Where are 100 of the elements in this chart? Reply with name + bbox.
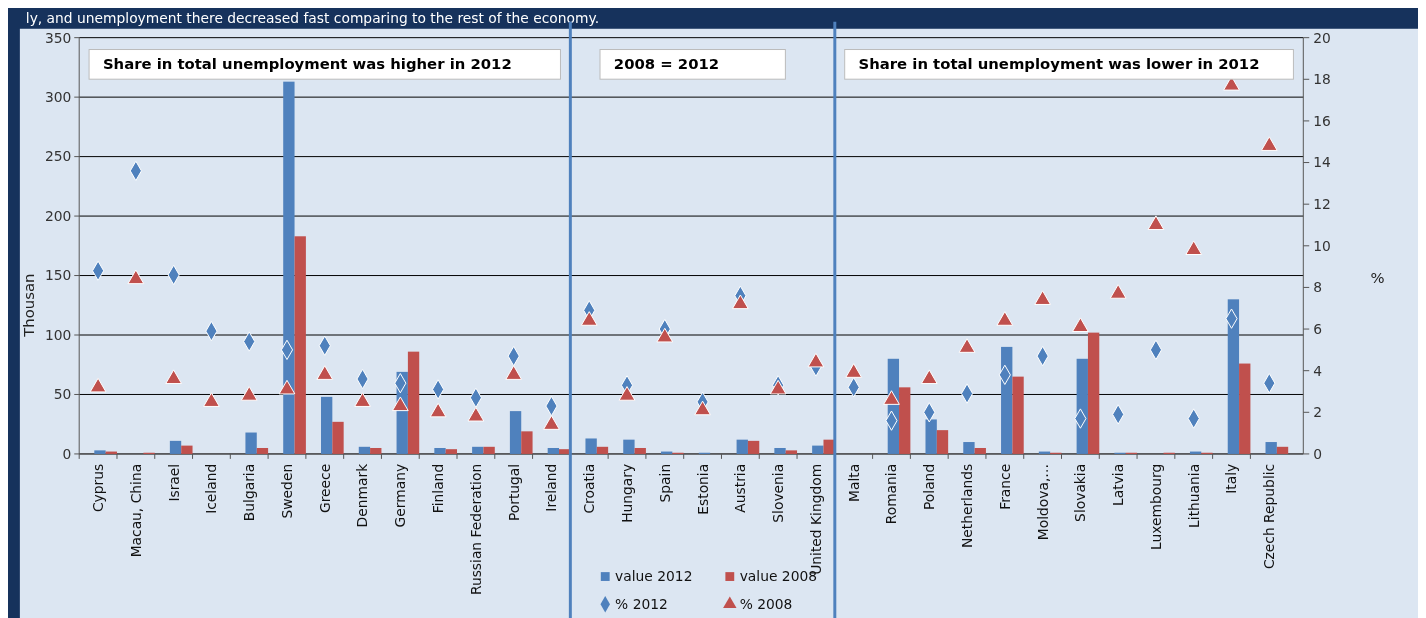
x-tick-label: Latvia <box>1110 463 1127 506</box>
legend-label: % 2012 <box>615 596 668 613</box>
bar <box>332 421 344 454</box>
bar <box>94 450 106 454</box>
bar <box>547 447 560 454</box>
bar <box>245 432 257 454</box>
x-tick-label: Russian Federation <box>467 463 484 596</box>
y2-tick-label: 10 <box>1313 237 1331 254</box>
point <box>354 392 371 407</box>
x-tick-label: Hungary <box>618 463 635 523</box>
point <box>883 390 900 405</box>
point <box>278 379 296 395</box>
bar <box>747 440 760 454</box>
y-axis-title: Thousan <box>19 273 37 338</box>
bar <box>320 396 333 454</box>
y2-tick-label: 12 <box>1313 196 1331 213</box>
bar <box>736 439 748 454</box>
x-tick-label: Israel <box>165 463 182 502</box>
point <box>467 406 485 422</box>
y-tick-label: 0 <box>62 445 72 462</box>
point <box>996 311 1014 326</box>
x-tick-label: Estonia <box>694 463 711 515</box>
bar <box>1276 446 1289 454</box>
y2-tick-label: 6 <box>1313 320 1322 337</box>
bar <box>1227 299 1240 454</box>
bar <box>785 450 798 454</box>
point <box>694 400 711 416</box>
annotation: 2008 = 2012 <box>613 55 720 73</box>
bar <box>370 447 382 454</box>
point <box>769 379 787 395</box>
bar <box>585 438 597 454</box>
x-tick-label: Denmark <box>354 463 371 528</box>
x-tick-label: Cyprus <box>90 463 107 513</box>
bar <box>181 445 193 454</box>
x-tick-label: Moldova,… <box>1034 463 1051 541</box>
point <box>240 386 258 401</box>
bar <box>169 440 182 454</box>
bar <box>623 439 635 454</box>
annotation: Share in total unemployment was lower in 2012 <box>858 55 1260 73</box>
bar <box>1239 363 1251 454</box>
legend-label: value 2012 <box>615 568 693 585</box>
x-tick-label: Finland <box>430 463 447 514</box>
y2-axis-title: % <box>1370 268 1385 286</box>
point <box>580 311 598 326</box>
y2-tick-label: 8 <box>1313 279 1322 296</box>
y-tick-label: 100 <box>44 326 72 343</box>
x-tick-label: Bulgaria <box>241 463 258 522</box>
y2-tick-label: 18 <box>1313 71 1331 88</box>
bar <box>974 447 986 454</box>
x-tick-label: Slovenia <box>770 463 787 523</box>
x-tick-label: Italy <box>1223 463 1240 494</box>
x-tick-label: Ireland <box>543 463 560 512</box>
y2-tick-label: 2 <box>1313 404 1322 421</box>
x-tick-label: Romania <box>883 463 900 525</box>
bar <box>634 447 646 454</box>
x-tick-label: Sweden <box>278 463 295 519</box>
y2-tick-label: 14 <box>1313 154 1331 171</box>
y-tick-label: 350 <box>44 29 72 46</box>
bar <box>521 431 533 454</box>
bar <box>1265 442 1277 454</box>
point <box>1147 215 1165 231</box>
point <box>845 363 863 378</box>
annotation: Share in total unemployment was higher in 2012 <box>102 55 512 73</box>
x-tick-label: France <box>996 463 1013 510</box>
y2-tick-label: 0 <box>1313 445 1322 462</box>
y-tick-label: 50 <box>53 386 72 403</box>
bar <box>812 445 824 454</box>
bar <box>963 442 975 454</box>
point <box>203 392 220 407</box>
x-tick-label: Luxembourg <box>1147 463 1164 551</box>
point <box>656 327 674 343</box>
point <box>543 415 560 430</box>
x-tick-label: Czech Republic <box>1261 463 1278 570</box>
point <box>89 377 107 393</box>
point <box>618 386 636 401</box>
bar <box>256 447 269 454</box>
x-tick-label: Malta <box>845 463 862 502</box>
legend-label: % 2008 <box>739 596 793 613</box>
x-tick-label: Poland <box>921 463 938 510</box>
x-tick-label: Iceland <box>203 463 220 514</box>
x-tick-label: Lithuania <box>1185 463 1202 528</box>
point <box>165 369 183 385</box>
point <box>1109 284 1127 299</box>
y-tick-label: 200 <box>44 207 72 224</box>
point <box>391 396 409 412</box>
point <box>316 365 334 380</box>
bar <box>774 447 786 454</box>
point <box>1072 317 1089 333</box>
bar <box>596 446 609 454</box>
point <box>1260 136 1278 151</box>
bar <box>509 411 522 454</box>
x-tick-label: Spain <box>656 463 673 503</box>
point <box>920 369 938 385</box>
x-tick-label: Slovakia <box>1072 463 1089 522</box>
y-tick-label: 150 <box>44 267 72 284</box>
bar <box>483 446 495 454</box>
point <box>1185 240 1203 256</box>
y2-tick-label: 20 <box>1313 29 1331 46</box>
bar <box>283 81 295 454</box>
x-tick-label: Portugal <box>505 463 522 522</box>
